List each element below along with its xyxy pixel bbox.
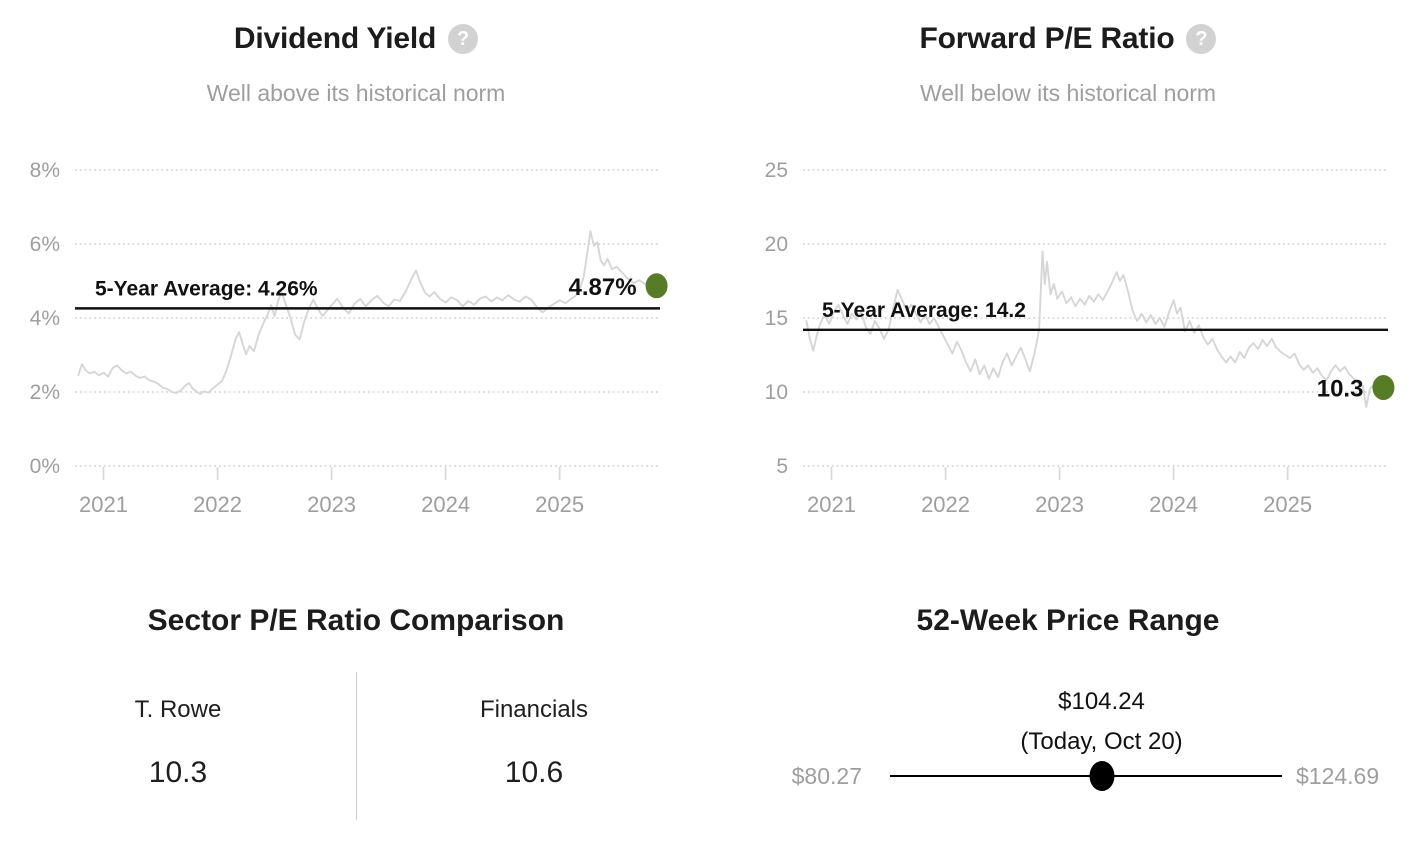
- x-axis-label: 2022: [193, 492, 242, 517]
- sector-label: T. Rowe: [134, 696, 222, 723]
- x-axis-label: 2024: [1149, 492, 1198, 517]
- current-value-label: 4.87%: [569, 274, 637, 301]
- section-title: 52-Week Price Range: [916, 604, 1220, 637]
- chart-subtitle: Well below its historical norm: [919, 80, 1217, 106]
- x-axis-label: 2024: [421, 492, 470, 517]
- average-label: 5-Year Average: 4.26%: [95, 277, 318, 300]
- chart-subtitle: Well above its historical norm: [206, 80, 506, 106]
- sector-label: Financials: [479, 696, 589, 723]
- sector-comparison-section: Sector P/E Ratio Comparison T. Rowe 10.3…: [0, 590, 712, 846]
- x-axis-label: 2023: [307, 492, 356, 517]
- x-axis-label: 2021: [79, 492, 128, 517]
- range-max-label: $124.69: [1296, 763, 1380, 789]
- price-range-slider: $80.27 $124.69: [712, 756, 1424, 796]
- y-axis-label: 10: [765, 381, 788, 404]
- sector-value: 10.6: [504, 756, 564, 789]
- range-track: [890, 756, 1282, 796]
- help-icon[interactable]: ?: [1186, 24, 1217, 54]
- current-price-block: $104.24 (Today, Oct 20): [952, 688, 1252, 756]
- x-axis-label: 2021: [807, 492, 856, 517]
- dividend-yield-section: Dividend Yield ? Well above its historic…: [0, 0, 712, 540]
- chart-header: Forward P/E Ratio ?: [712, 22, 1424, 56]
- x-axis-label: 2025: [1263, 492, 1312, 517]
- sector-column-company: T. Rowe 10.3: [0, 672, 356, 842]
- range-dot-marker: [1089, 761, 1115, 791]
- forward-pe-plot: 25 20 15 10 5 2021 2022 2023 2024 2025 5-Year Aver…: [765, 159, 1395, 517]
- range-min-label: $80.27: [791, 763, 862, 789]
- x-axis-label: 2022: [921, 492, 970, 517]
- chart-header: Dividend Yield ?: [0, 22, 712, 56]
- y-axis-label: 6%: [30, 233, 60, 256]
- y-axis-label: 5: [776, 455, 788, 478]
- y-axis-label: 20: [765, 233, 788, 256]
- chart-title: Dividend Yield: [233, 22, 437, 55]
- y-axis-label: 15: [765, 307, 788, 330]
- current-price-date: (Today, Oct 20): [1020, 728, 1183, 755]
- chart-title: Forward P/E Ratio: [919, 22, 1175, 55]
- sector-columns: T. Rowe 10.3 Financials 10.6: [0, 672, 712, 842]
- current-value-label: 10.3: [1317, 376, 1364, 403]
- series-line: [805, 250, 1385, 408]
- divider: [356, 672, 357, 820]
- help-icon[interactable]: ?: [448, 24, 479, 54]
- sector-column-sector: Financials 10.6: [356, 672, 712, 842]
- dividend-yield-plot: 8% 6% 4% 2% 0% 2021 2022 2023 2024 2025 5-Year Ave…: [30, 159, 668, 517]
- current-price: $104.24: [1058, 688, 1145, 715]
- x-axis-label: 2023: [1035, 492, 1084, 517]
- x-axis-label: 2025: [535, 492, 584, 517]
- sector-value: 10.3: [148, 756, 208, 789]
- current-value-dot: [645, 273, 668, 299]
- forward-pe-section: Forward P/E Ratio ? Well below its histo…: [712, 0, 1424, 540]
- series-line: [77, 230, 658, 395]
- range-line: [890, 775, 1282, 777]
- y-axis-label: 2%: [30, 381, 60, 404]
- price-range-section: 52-Week Price Range $104.24 (Today, Oct …: [712, 590, 1424, 846]
- current-value-dot: [1372, 375, 1395, 401]
- average-label: 5-Year Average: 14.2: [822, 299, 1026, 322]
- y-axis-label: 25: [765, 159, 788, 182]
- section-title: Sector P/E Ratio Comparison: [147, 604, 565, 637]
- y-axis-label: 4%: [30, 307, 60, 330]
- y-axis-label: 0%: [30, 455, 60, 478]
- y-axis-label: 8%: [30, 159, 60, 182]
